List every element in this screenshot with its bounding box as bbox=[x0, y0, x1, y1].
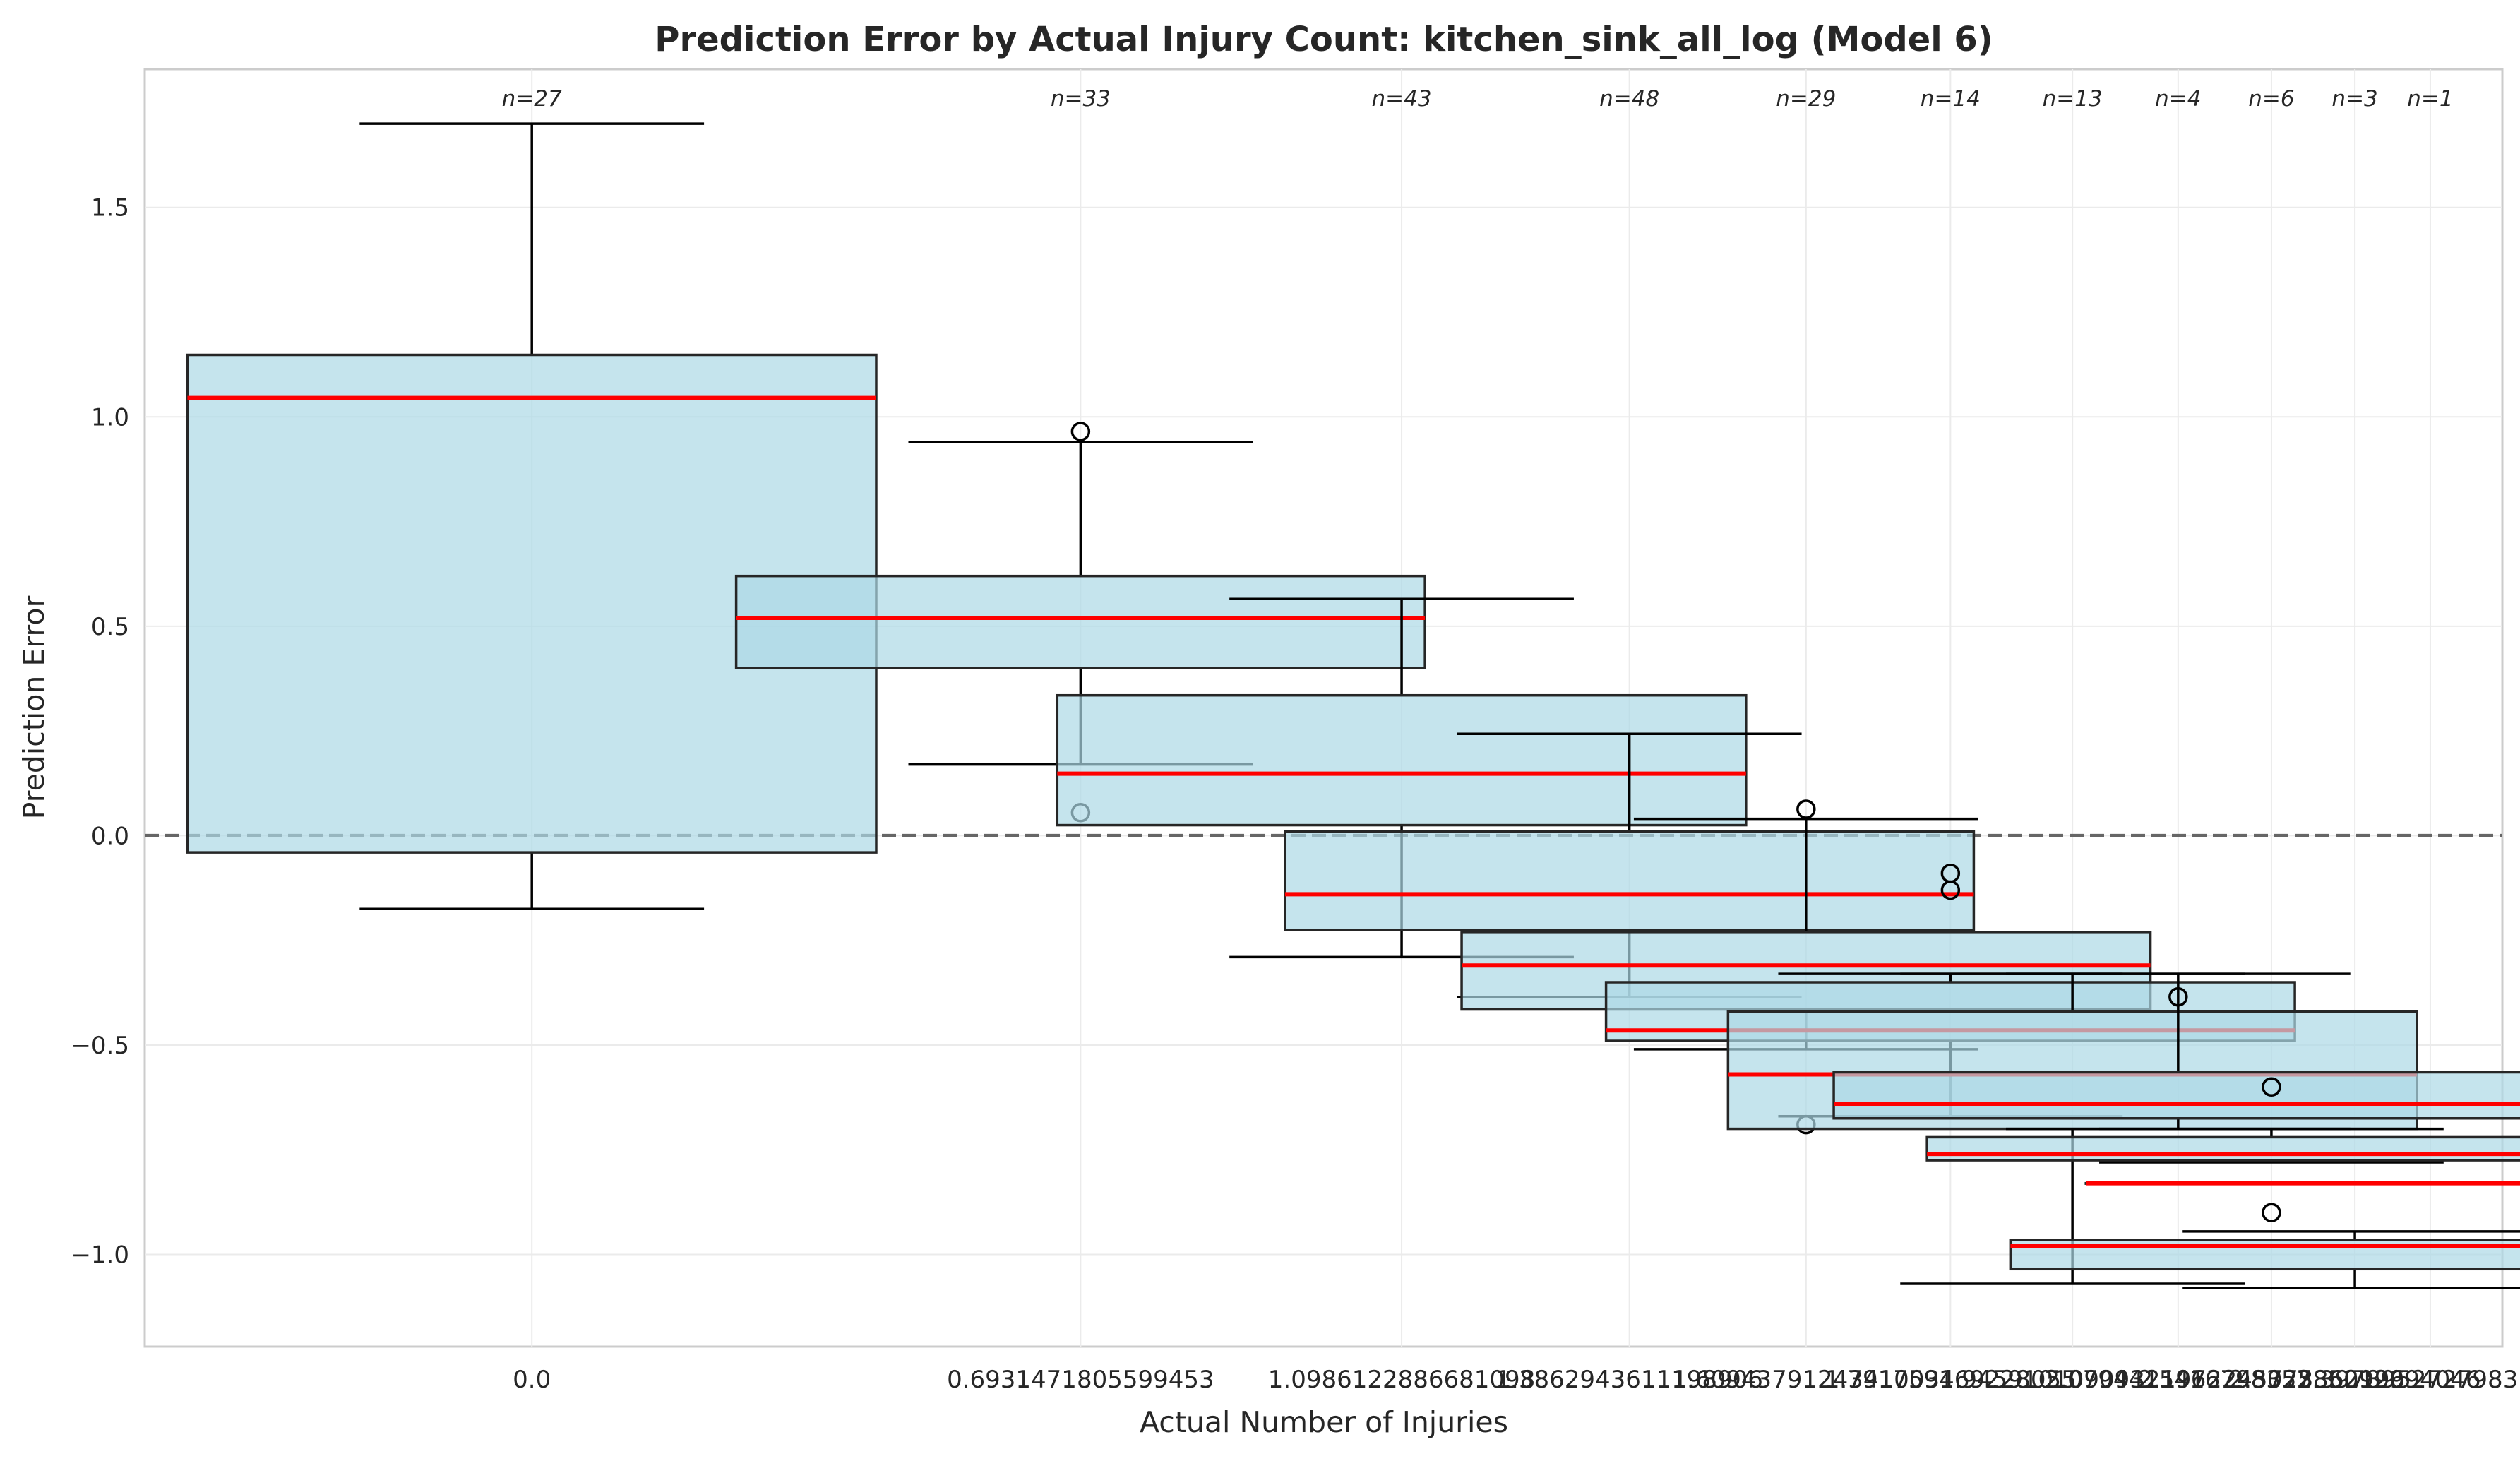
sample-count-label: n=14 bbox=[1921, 86, 1981, 112]
box-iqr bbox=[1832, 1071, 2520, 1120]
sample-count-label: n=4 bbox=[2155, 86, 2201, 112]
outlier-point bbox=[1070, 422, 1091, 441]
sample-count-label: n=6 bbox=[2248, 86, 2294, 112]
x-tick-label: 1.6094379124341003 bbox=[1673, 1366, 1940, 1394]
x-tick-label: 0.6931471805599453 bbox=[947, 1366, 1214, 1394]
sample-count-label: n=29 bbox=[1776, 86, 1836, 112]
x-tick-label: 0.0 bbox=[513, 1366, 551, 1394]
box-group bbox=[2084, 1181, 2520, 1186]
y-tick-label: 1.5 bbox=[91, 194, 129, 222]
x-axis-label: Actual Number of Injuries bbox=[1140, 1405, 1508, 1439]
sample-count-label: n=1 bbox=[2407, 86, 2453, 112]
sample-count-label: n=48 bbox=[1599, 86, 1659, 112]
box-iqr bbox=[1284, 830, 1976, 931]
x-tick-label: 2.302585092994046 bbox=[2229, 1366, 2481, 1394]
y-tick-label: 1.0 bbox=[91, 403, 129, 431]
box-iqr bbox=[1925, 1135, 2520, 1162]
y-tick-label: −0.5 bbox=[71, 1032, 129, 1060]
x-tick-label: 1.0986122886681098 bbox=[1268, 1366, 1536, 1394]
box-group bbox=[1284, 732, 1976, 998]
x-tick-label: 2.1972245773362196 bbox=[2138, 1366, 2406, 1394]
box-group bbox=[2009, 1230, 2520, 1289]
y-axis-label: Prediction Error bbox=[17, 596, 51, 820]
outlier-point bbox=[1940, 880, 1961, 900]
outlier-point bbox=[2262, 1077, 2281, 1097]
sample-count-label: n=13 bbox=[2043, 86, 2103, 112]
y-tick-label: −1.0 bbox=[71, 1241, 129, 1270]
boxes-layer bbox=[186, 122, 2520, 1289]
box-group bbox=[1925, 1077, 2520, 1222]
box-iqr bbox=[734, 574, 1426, 669]
sample-count-label: n=27 bbox=[502, 86, 562, 112]
ticks-layer: −1.0 −0.5 0.0 0.5 1.0 1.5 0.0 0.693147180559945… bbox=[71, 194, 2520, 1394]
chart-title: Prediction Error by Actual Injury Count:… bbox=[655, 20, 1993, 59]
box-group bbox=[1832, 972, 2520, 1131]
outlier-point bbox=[2262, 1203, 2281, 1222]
y-tick-label: 0.5 bbox=[91, 613, 129, 641]
box-iqr bbox=[1056, 693, 1748, 827]
sample-count-label: n=3 bbox=[2331, 86, 2377, 112]
box-group bbox=[734, 422, 1426, 823]
sample-count-label: n=33 bbox=[1051, 86, 1111, 112]
sample-count-label: n=43 bbox=[1372, 86, 1432, 112]
x-tick-label: 2.3978952727983707 bbox=[2297, 1366, 2520, 1394]
box-group bbox=[1056, 597, 1748, 959]
outlier-point bbox=[2168, 986, 2188, 1007]
y-tick-label: 0.0 bbox=[91, 822, 129, 850]
x-tick-label: 1.9459101090932196 bbox=[1939, 1366, 2207, 1394]
x-tick-label: 1.3862943611198906 bbox=[1495, 1366, 1763, 1394]
outlier-point bbox=[1796, 799, 1816, 819]
count-labels-layer: n=27 n=33 n=43 n=48 n=29 n=14 n=13 n=4 n=6 n=3 n=1 bbox=[502, 86, 2454, 112]
x-tick-label: 1.791759469228055 bbox=[1825, 1366, 2077, 1394]
x-tick-label: 2.0794415416798357 bbox=[2045, 1366, 2312, 1394]
